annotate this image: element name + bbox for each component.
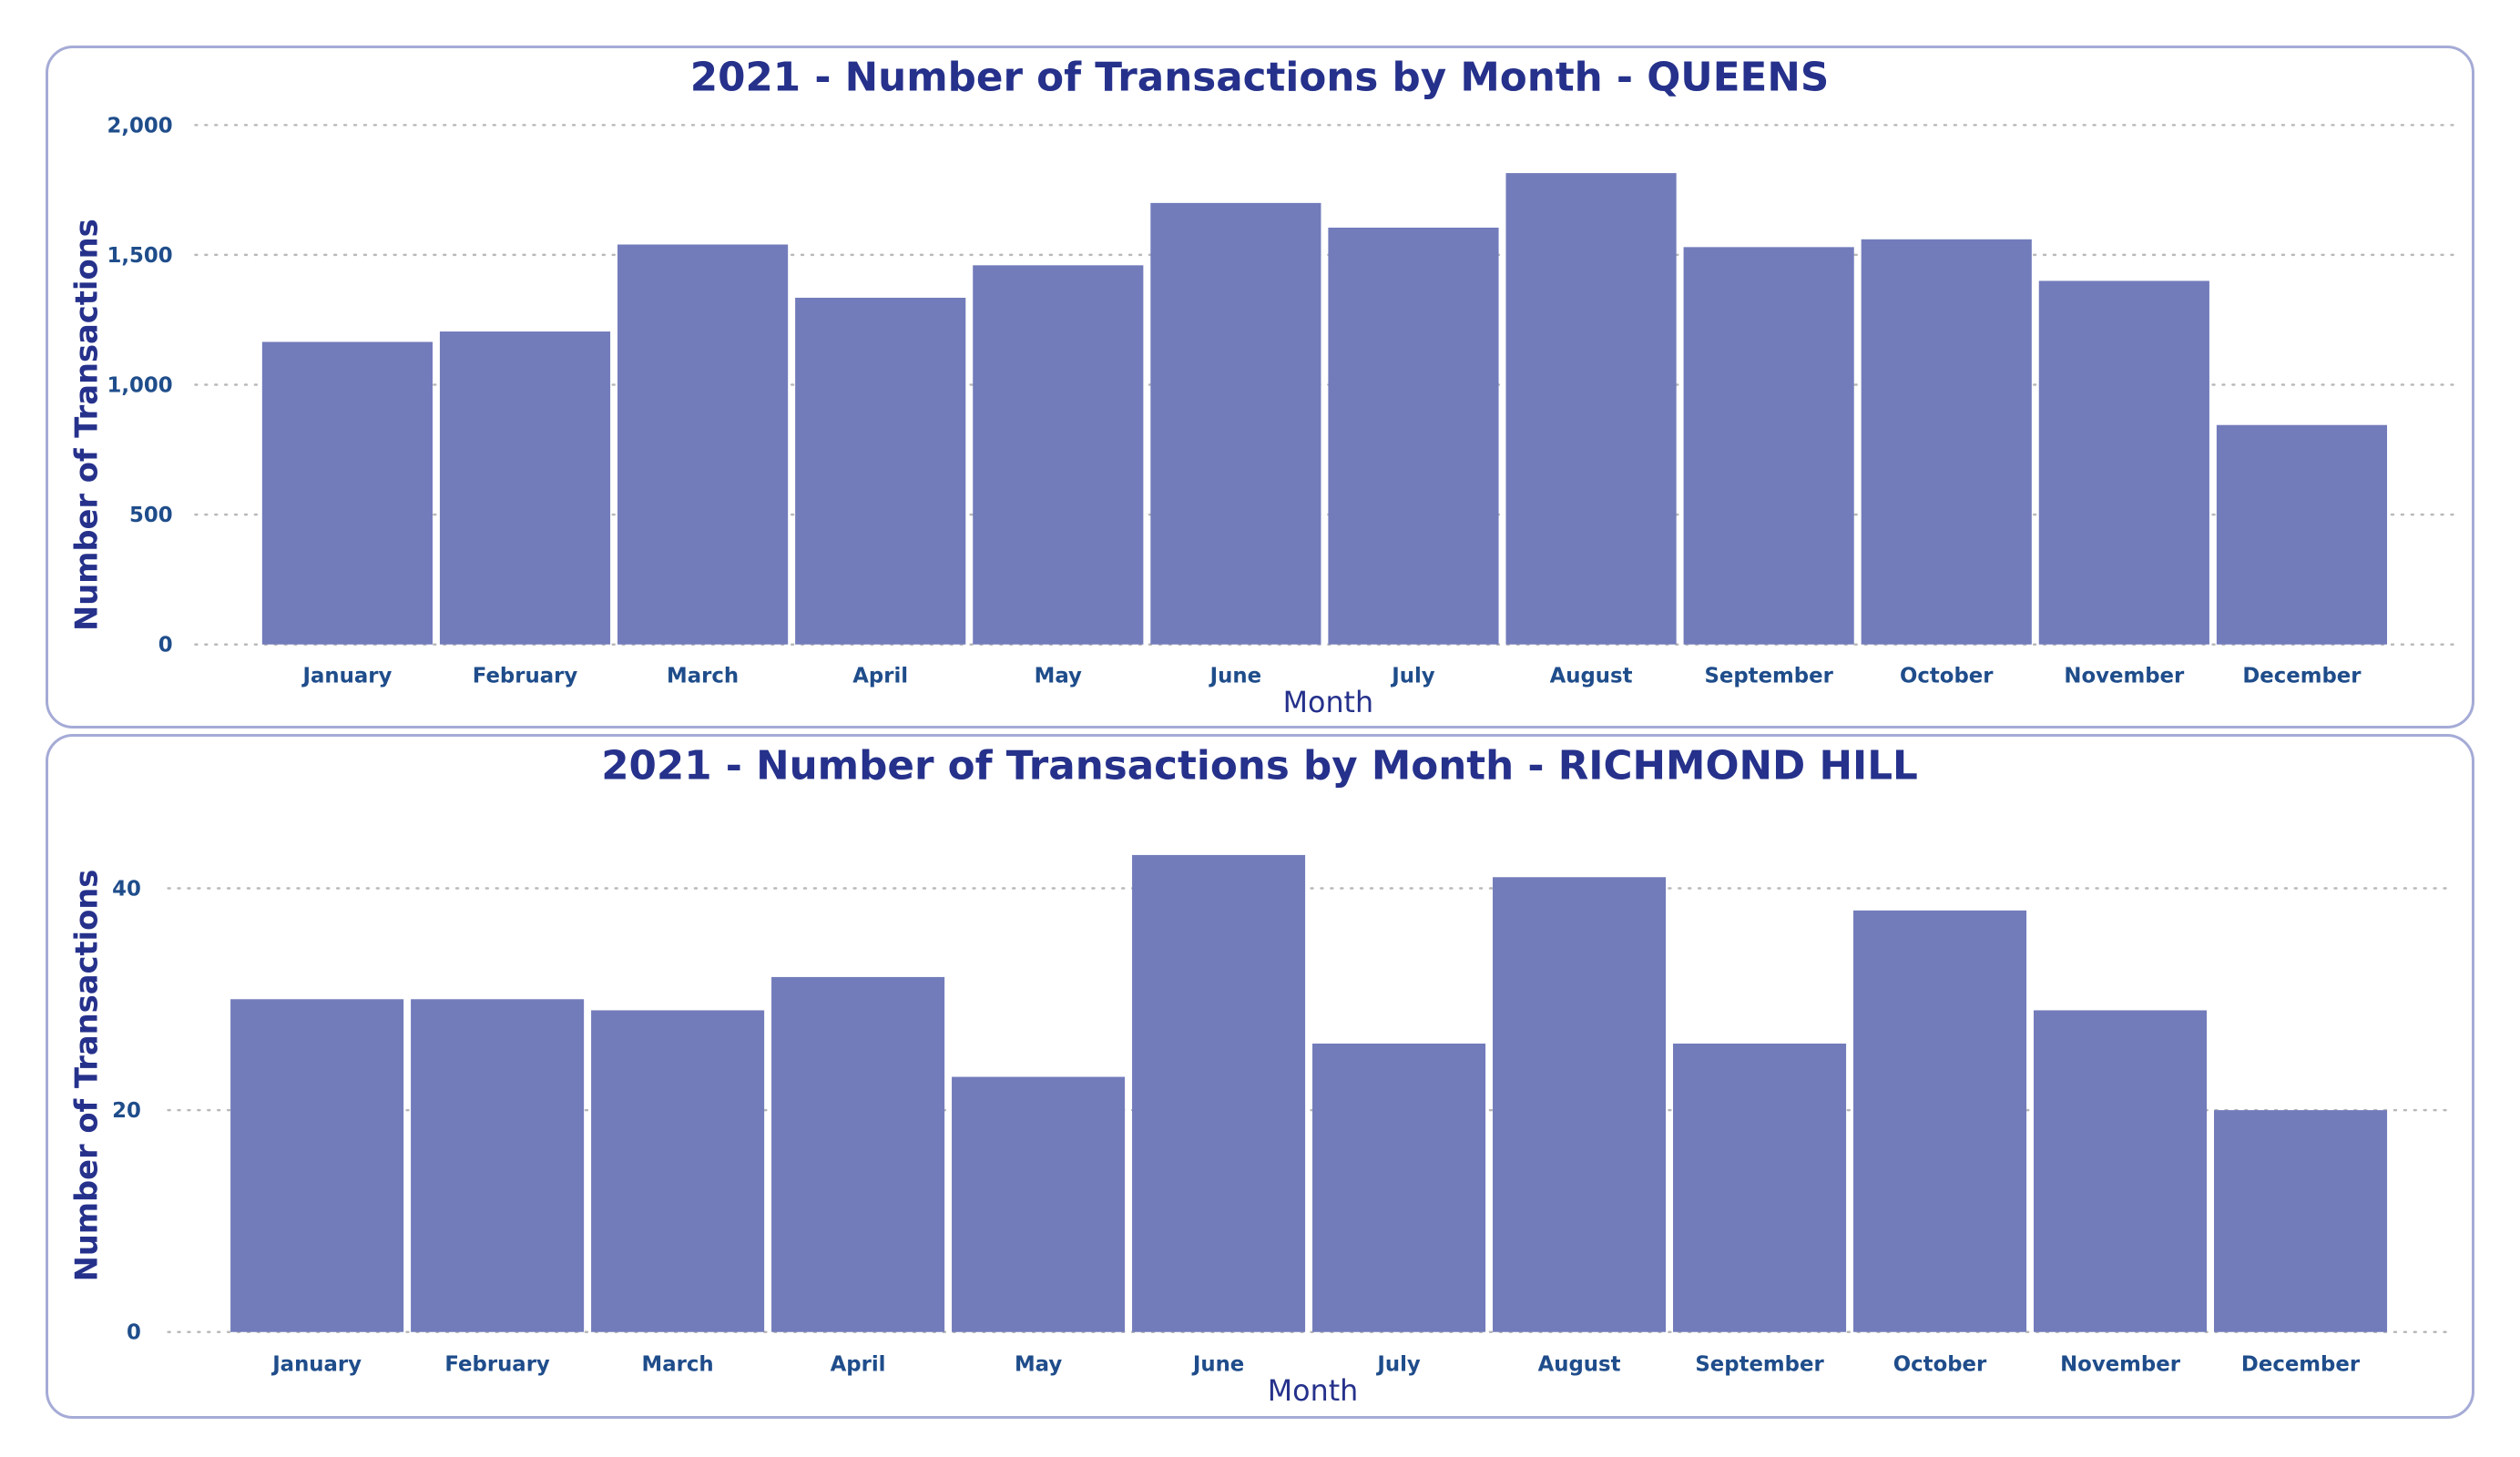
queens-chart: 2021 - Number of Transactions by Month -… <box>68 55 2455 719</box>
x-tick-label: October <box>1900 664 1994 688</box>
bar-january[interactable] <box>230 999 404 1332</box>
bar-february[interactable] <box>439 331 611 645</box>
bar-december[interactable] <box>2213 1110 2388 1332</box>
x-tick-label: September <box>1704 664 1833 688</box>
x-tick-label: September <box>1695 1352 1824 1376</box>
bar-march[interactable] <box>617 244 789 645</box>
chart-panel-richmond-hill: 2021 - Number of Transactions by Month -… <box>46 734 2474 1419</box>
x-tick-label: October <box>1893 1352 1987 1376</box>
bar-july[interactable] <box>1312 1044 1486 1332</box>
bar-june[interactable] <box>1150 202 1321 645</box>
y-tick-label: 20 <box>112 1099 141 1123</box>
x-tick-label: August <box>1550 664 1633 688</box>
x-tick-label: December <box>2241 1352 2361 1376</box>
x-tick-label: March <box>667 664 739 688</box>
bar-october[interactable] <box>1853 910 2027 1332</box>
x-tick-label: May <box>1035 664 1082 688</box>
x-tick-label: July <box>1375 1352 1421 1376</box>
bar-april[interactable] <box>795 297 966 645</box>
y-tick-label: 0 <box>158 634 173 657</box>
chart-title: 2021 - Number of Transactions by Month -… <box>601 743 1918 790</box>
bar-august[interactable] <box>1505 173 1677 645</box>
x-tick-label: June <box>1209 664 1261 688</box>
y-tick-label: 1,500 <box>107 244 173 268</box>
x-tick-label: June <box>1191 1352 1244 1376</box>
bar-march[interactable] <box>591 1010 765 1332</box>
x-tick-label: August <box>1538 1352 1621 1376</box>
x-tick-label: January <box>301 664 393 688</box>
bar-september[interactable] <box>1673 1044 1847 1332</box>
x-tick-label: December <box>2242 664 2362 688</box>
x-tick-label: February <box>473 664 578 688</box>
bar-may[interactable] <box>973 265 1144 645</box>
bar-january[interactable] <box>261 341 433 645</box>
y-tick-label: 40 <box>112 877 141 901</box>
bar-october[interactable] <box>1861 239 2032 645</box>
x-tick-label: April <box>831 1352 886 1376</box>
bar-july[interactable] <box>1328 227 1499 645</box>
y-tick-label: 1,000 <box>107 373 173 397</box>
x-tick-label: February <box>444 1352 550 1376</box>
bar-december[interactable] <box>2216 424 2388 645</box>
bar-august[interactable] <box>1493 877 1667 1332</box>
bar-november[interactable] <box>2038 280 2209 645</box>
y-tick-label: 0 <box>127 1321 141 1345</box>
bar-june[interactable] <box>1132 854 1306 1332</box>
chart-title: 2021 - Number of Transactions by Month -… <box>690 55 1830 101</box>
x-tick-label: July <box>1390 664 1435 688</box>
y-axis-label: Number of Transactions <box>68 870 104 1282</box>
x-tick-label: March <box>642 1352 714 1376</box>
x-axis-label: Month <box>1268 1375 1358 1408</box>
bar-may[interactable] <box>952 1076 1126 1332</box>
bar-november[interactable] <box>2034 1010 2208 1332</box>
bar-february[interactable] <box>411 999 585 1332</box>
x-tick-label: April <box>852 664 908 688</box>
x-tick-label: November <box>2064 664 2185 688</box>
bar-april[interactable] <box>771 976 945 1332</box>
y-tick-label: 2,000 <box>107 114 173 138</box>
y-tick-label: 500 <box>129 504 173 527</box>
x-axis-label: Month <box>1283 687 1373 719</box>
bar-september[interactable] <box>1683 247 1854 645</box>
x-tick-label: May <box>1015 1352 1062 1376</box>
x-tick-label: November <box>2060 1352 2181 1376</box>
y-axis-label: Number of Transactions <box>68 219 104 631</box>
chart-panel-queens: 2021 - Number of Transactions by Month -… <box>46 46 2474 728</box>
x-tick-label: January <box>270 1352 362 1376</box>
richmond-hill-chart: 2021 - Number of Transactions by Month -… <box>68 743 2455 1408</box>
